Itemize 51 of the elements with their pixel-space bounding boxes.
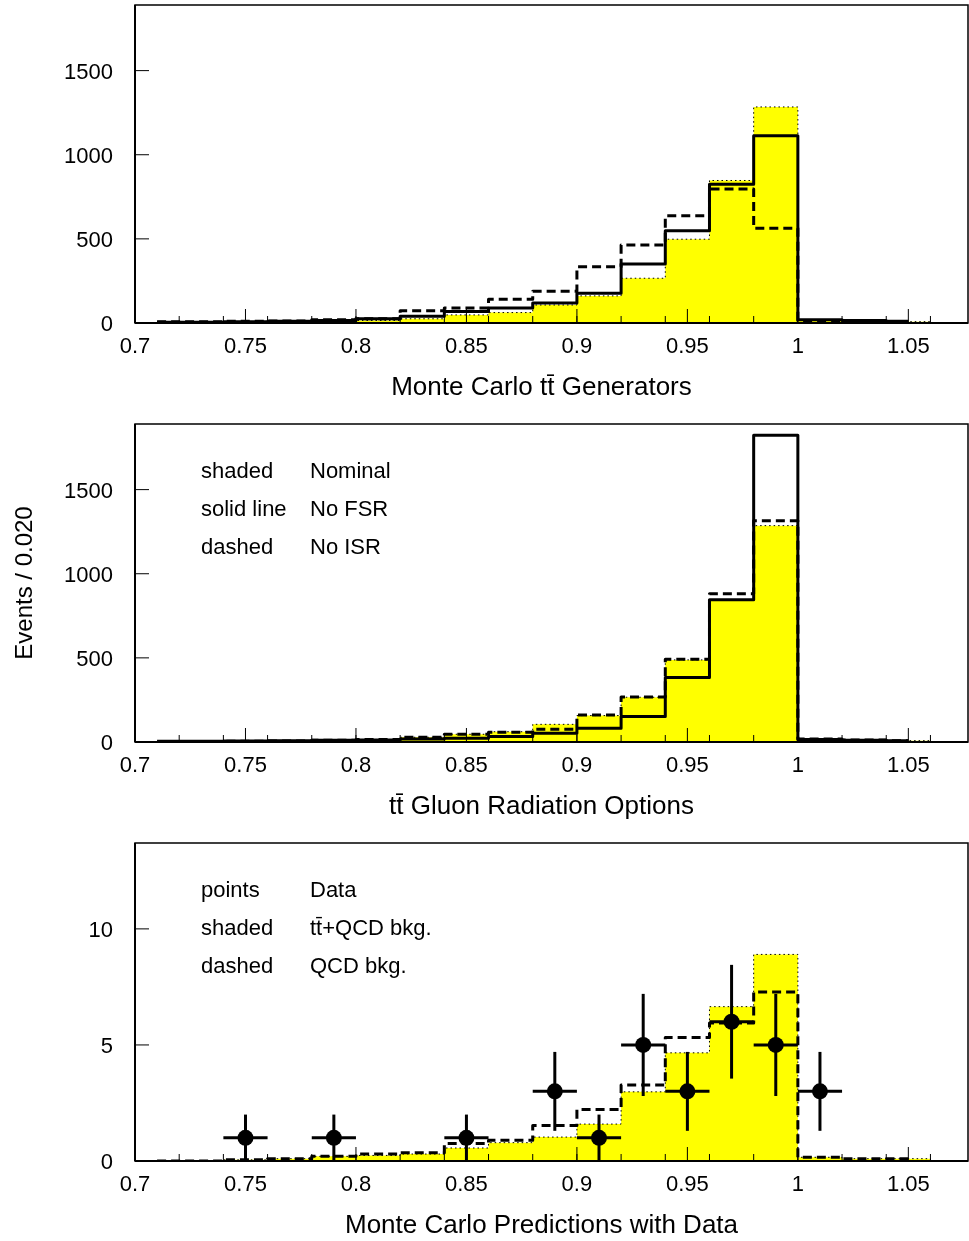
x-tick-label: 0.75 <box>224 752 267 777</box>
annotation: shaded <box>201 915 274 940</box>
annotation: tt̄+QCD bkg. <box>310 915 432 940</box>
y-tick-label: 1000 <box>64 561 113 587</box>
x-tick-label: 1.05 <box>886 333 930 358</box>
x-tick-label: 0.7 <box>119 1171 151 1196</box>
annotation: solid line <box>201 496 287 521</box>
x-tick-label: 0.85 <box>445 333 488 358</box>
x-tick-label: 0.7 <box>119 752 151 777</box>
annotation: Data <box>310 877 358 902</box>
annotation: No ISR <box>310 534 381 559</box>
x-axis-title: tt̄ Gluon Radiation Options <box>389 790 694 820</box>
y-tick-label: 1500 <box>64 477 113 503</box>
y-tick-label: 0 <box>100 730 113 755</box>
annotation: No FSR <box>310 496 389 521</box>
x-tick-label: 0.75 <box>224 1171 267 1196</box>
x-tick-label: 0.8 <box>340 1171 372 1196</box>
annotation: Nominal <box>310 458 391 483</box>
x-axis-title: Monte Carlo Predictions with Data <box>344 1209 739 1239</box>
annotation: dashed <box>201 953 274 978</box>
x-tick-label: 1 <box>791 752 804 777</box>
x-tick-label: 0.95 <box>665 1171 709 1196</box>
annotation: QCD bkg. <box>310 953 407 978</box>
x-tick-label: 1 <box>791 1171 804 1196</box>
x-tick-label: 0.95 <box>665 752 709 777</box>
y-tick-label: 5 <box>100 1032 113 1058</box>
y-axis-title: Events / 0.020 <box>10 506 37 660</box>
annotation: shaded <box>201 458 274 483</box>
y-tick-label: 0 <box>100 1149 113 1174</box>
x-tick-label: 0.9 <box>561 333 593 358</box>
x-tick-label: 0.9 <box>561 752 593 777</box>
y-tick-label: 1000 <box>64 142 113 168</box>
x-tick-label: 0.85 <box>445 752 488 777</box>
x-tick-label: 0.75 <box>224 333 267 358</box>
y-tick-label: 1500 <box>64 58 113 84</box>
x-tick-label: 0.7 <box>119 333 151 358</box>
x-tick-label: 1.05 <box>886 752 930 777</box>
x-tick-label: 0.8 <box>340 333 372 358</box>
y-tick-label: 10 <box>88 916 113 942</box>
annotation: points <box>201 877 260 902</box>
y-tick-label: 0 <box>100 311 113 336</box>
x-tick-label: 0.85 <box>445 1171 488 1196</box>
x-tick-label: 0.8 <box>340 752 372 777</box>
x-axis-title: Monte Carlo tt̄ Generators <box>391 371 692 401</box>
x-tick-label: 0.9 <box>561 1171 593 1196</box>
x-tick-label: 0.95 <box>665 333 709 358</box>
annotation: dashed <box>201 534 274 559</box>
x-tick-label: 1.05 <box>886 1171 930 1196</box>
y-tick-label: 500 <box>76 645 113 671</box>
x-tick-label: 1 <box>791 333 804 358</box>
y-tick-label: 500 <box>76 226 113 252</box>
